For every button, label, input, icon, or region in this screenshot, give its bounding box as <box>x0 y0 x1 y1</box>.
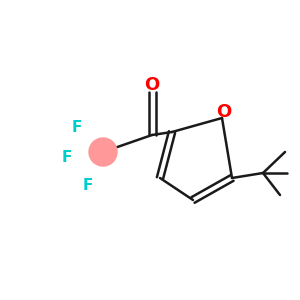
Text: F: F <box>72 121 82 136</box>
Text: F: F <box>83 178 93 193</box>
Text: O: O <box>216 103 232 121</box>
Text: F: F <box>62 151 72 166</box>
Text: O: O <box>144 76 160 94</box>
Circle shape <box>89 138 117 166</box>
